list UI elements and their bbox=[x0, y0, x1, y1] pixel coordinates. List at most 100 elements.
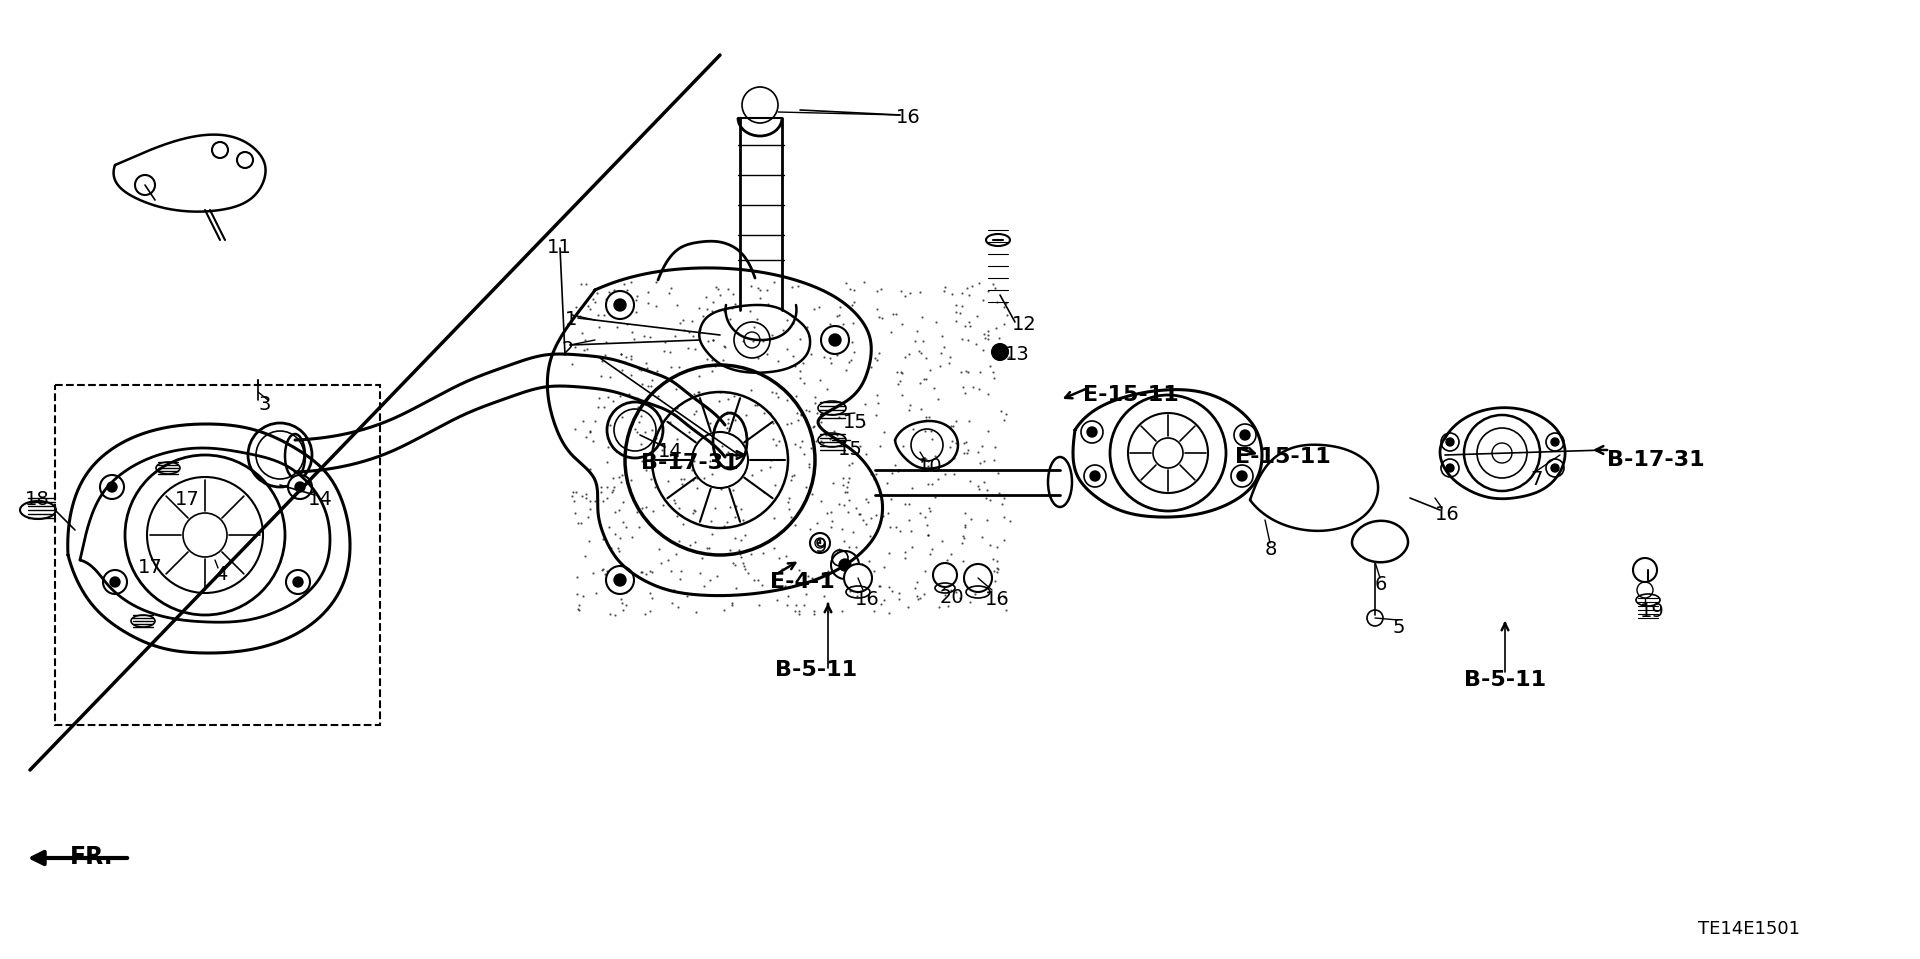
Point bbox=[707, 447, 737, 462]
Point bbox=[872, 476, 902, 491]
Point bbox=[787, 355, 818, 370]
Point bbox=[776, 415, 806, 431]
Point bbox=[589, 567, 620, 582]
Point bbox=[797, 486, 828, 502]
Point bbox=[876, 520, 906, 535]
Point bbox=[643, 541, 674, 556]
Point bbox=[588, 531, 618, 547]
Point bbox=[574, 533, 605, 549]
Point bbox=[985, 404, 1016, 419]
Point bbox=[710, 515, 741, 530]
Point bbox=[941, 304, 972, 319]
Point bbox=[931, 557, 962, 573]
Circle shape bbox=[296, 482, 305, 492]
Point bbox=[914, 503, 945, 518]
Point bbox=[772, 597, 803, 613]
Point bbox=[743, 280, 774, 295]
Point bbox=[599, 504, 630, 520]
Point bbox=[906, 310, 937, 325]
Point bbox=[799, 389, 829, 405]
Point bbox=[847, 411, 877, 427]
Point bbox=[605, 388, 636, 404]
Point bbox=[889, 438, 920, 454]
Point bbox=[684, 384, 714, 399]
Point bbox=[735, 382, 766, 397]
Point bbox=[674, 324, 705, 339]
Point bbox=[854, 553, 885, 569]
Point bbox=[797, 419, 828, 434]
Point bbox=[977, 276, 1008, 292]
Point bbox=[950, 518, 981, 533]
Point bbox=[822, 543, 852, 558]
Point bbox=[935, 546, 966, 561]
Point bbox=[837, 335, 868, 350]
Text: E-4-1: E-4-1 bbox=[770, 572, 835, 592]
Point bbox=[703, 569, 733, 584]
Point bbox=[972, 513, 1002, 528]
Point bbox=[895, 286, 925, 301]
Point bbox=[860, 507, 891, 523]
Text: 16: 16 bbox=[1434, 505, 1459, 524]
Point bbox=[637, 590, 668, 605]
Point bbox=[983, 485, 1014, 501]
Point bbox=[712, 420, 743, 435]
Point bbox=[837, 456, 868, 471]
Circle shape bbox=[614, 574, 626, 586]
Point bbox=[630, 455, 660, 470]
Point bbox=[720, 509, 751, 525]
Point bbox=[720, 498, 751, 513]
Point bbox=[618, 572, 649, 587]
Point bbox=[991, 406, 1021, 421]
Point bbox=[981, 320, 1012, 336]
Point bbox=[941, 413, 972, 429]
Point bbox=[902, 573, 933, 589]
Point bbox=[839, 283, 870, 298]
Point bbox=[828, 471, 858, 486]
Point bbox=[839, 294, 870, 310]
Point bbox=[674, 339, 705, 355]
Point bbox=[981, 294, 1012, 310]
Text: 15: 15 bbox=[843, 413, 868, 432]
Point bbox=[860, 407, 891, 422]
Text: 14: 14 bbox=[307, 490, 332, 509]
Point bbox=[660, 508, 691, 524]
Point bbox=[803, 406, 833, 421]
Point bbox=[872, 487, 902, 503]
Point bbox=[797, 346, 828, 362]
Point bbox=[574, 424, 605, 439]
Point bbox=[570, 548, 601, 563]
Point bbox=[941, 585, 972, 600]
Point bbox=[991, 602, 1021, 618]
Point bbox=[657, 595, 687, 610]
Point bbox=[831, 547, 862, 562]
Point bbox=[791, 319, 822, 335]
Point bbox=[559, 339, 589, 355]
Point bbox=[795, 522, 826, 537]
Point bbox=[697, 333, 728, 348]
Point bbox=[716, 596, 747, 611]
Point bbox=[605, 530, 636, 546]
Circle shape bbox=[1446, 464, 1453, 472]
Point bbox=[616, 274, 647, 290]
Point bbox=[854, 528, 885, 544]
Point bbox=[989, 509, 1020, 525]
Point bbox=[791, 586, 822, 601]
Point bbox=[799, 606, 829, 621]
Point bbox=[831, 480, 862, 495]
Point bbox=[828, 343, 858, 359]
Point bbox=[616, 349, 647, 364]
Point bbox=[828, 437, 858, 453]
Point bbox=[828, 316, 858, 332]
Point bbox=[563, 586, 593, 601]
Point bbox=[935, 355, 966, 370]
Point bbox=[691, 301, 722, 316]
Circle shape bbox=[1235, 424, 1256, 446]
Point bbox=[611, 584, 641, 599]
Point bbox=[868, 425, 899, 440]
Point bbox=[591, 491, 622, 506]
Point bbox=[624, 362, 655, 377]
Point bbox=[948, 553, 979, 569]
Point bbox=[893, 598, 924, 614]
Point bbox=[778, 348, 808, 363]
Point bbox=[607, 591, 637, 606]
